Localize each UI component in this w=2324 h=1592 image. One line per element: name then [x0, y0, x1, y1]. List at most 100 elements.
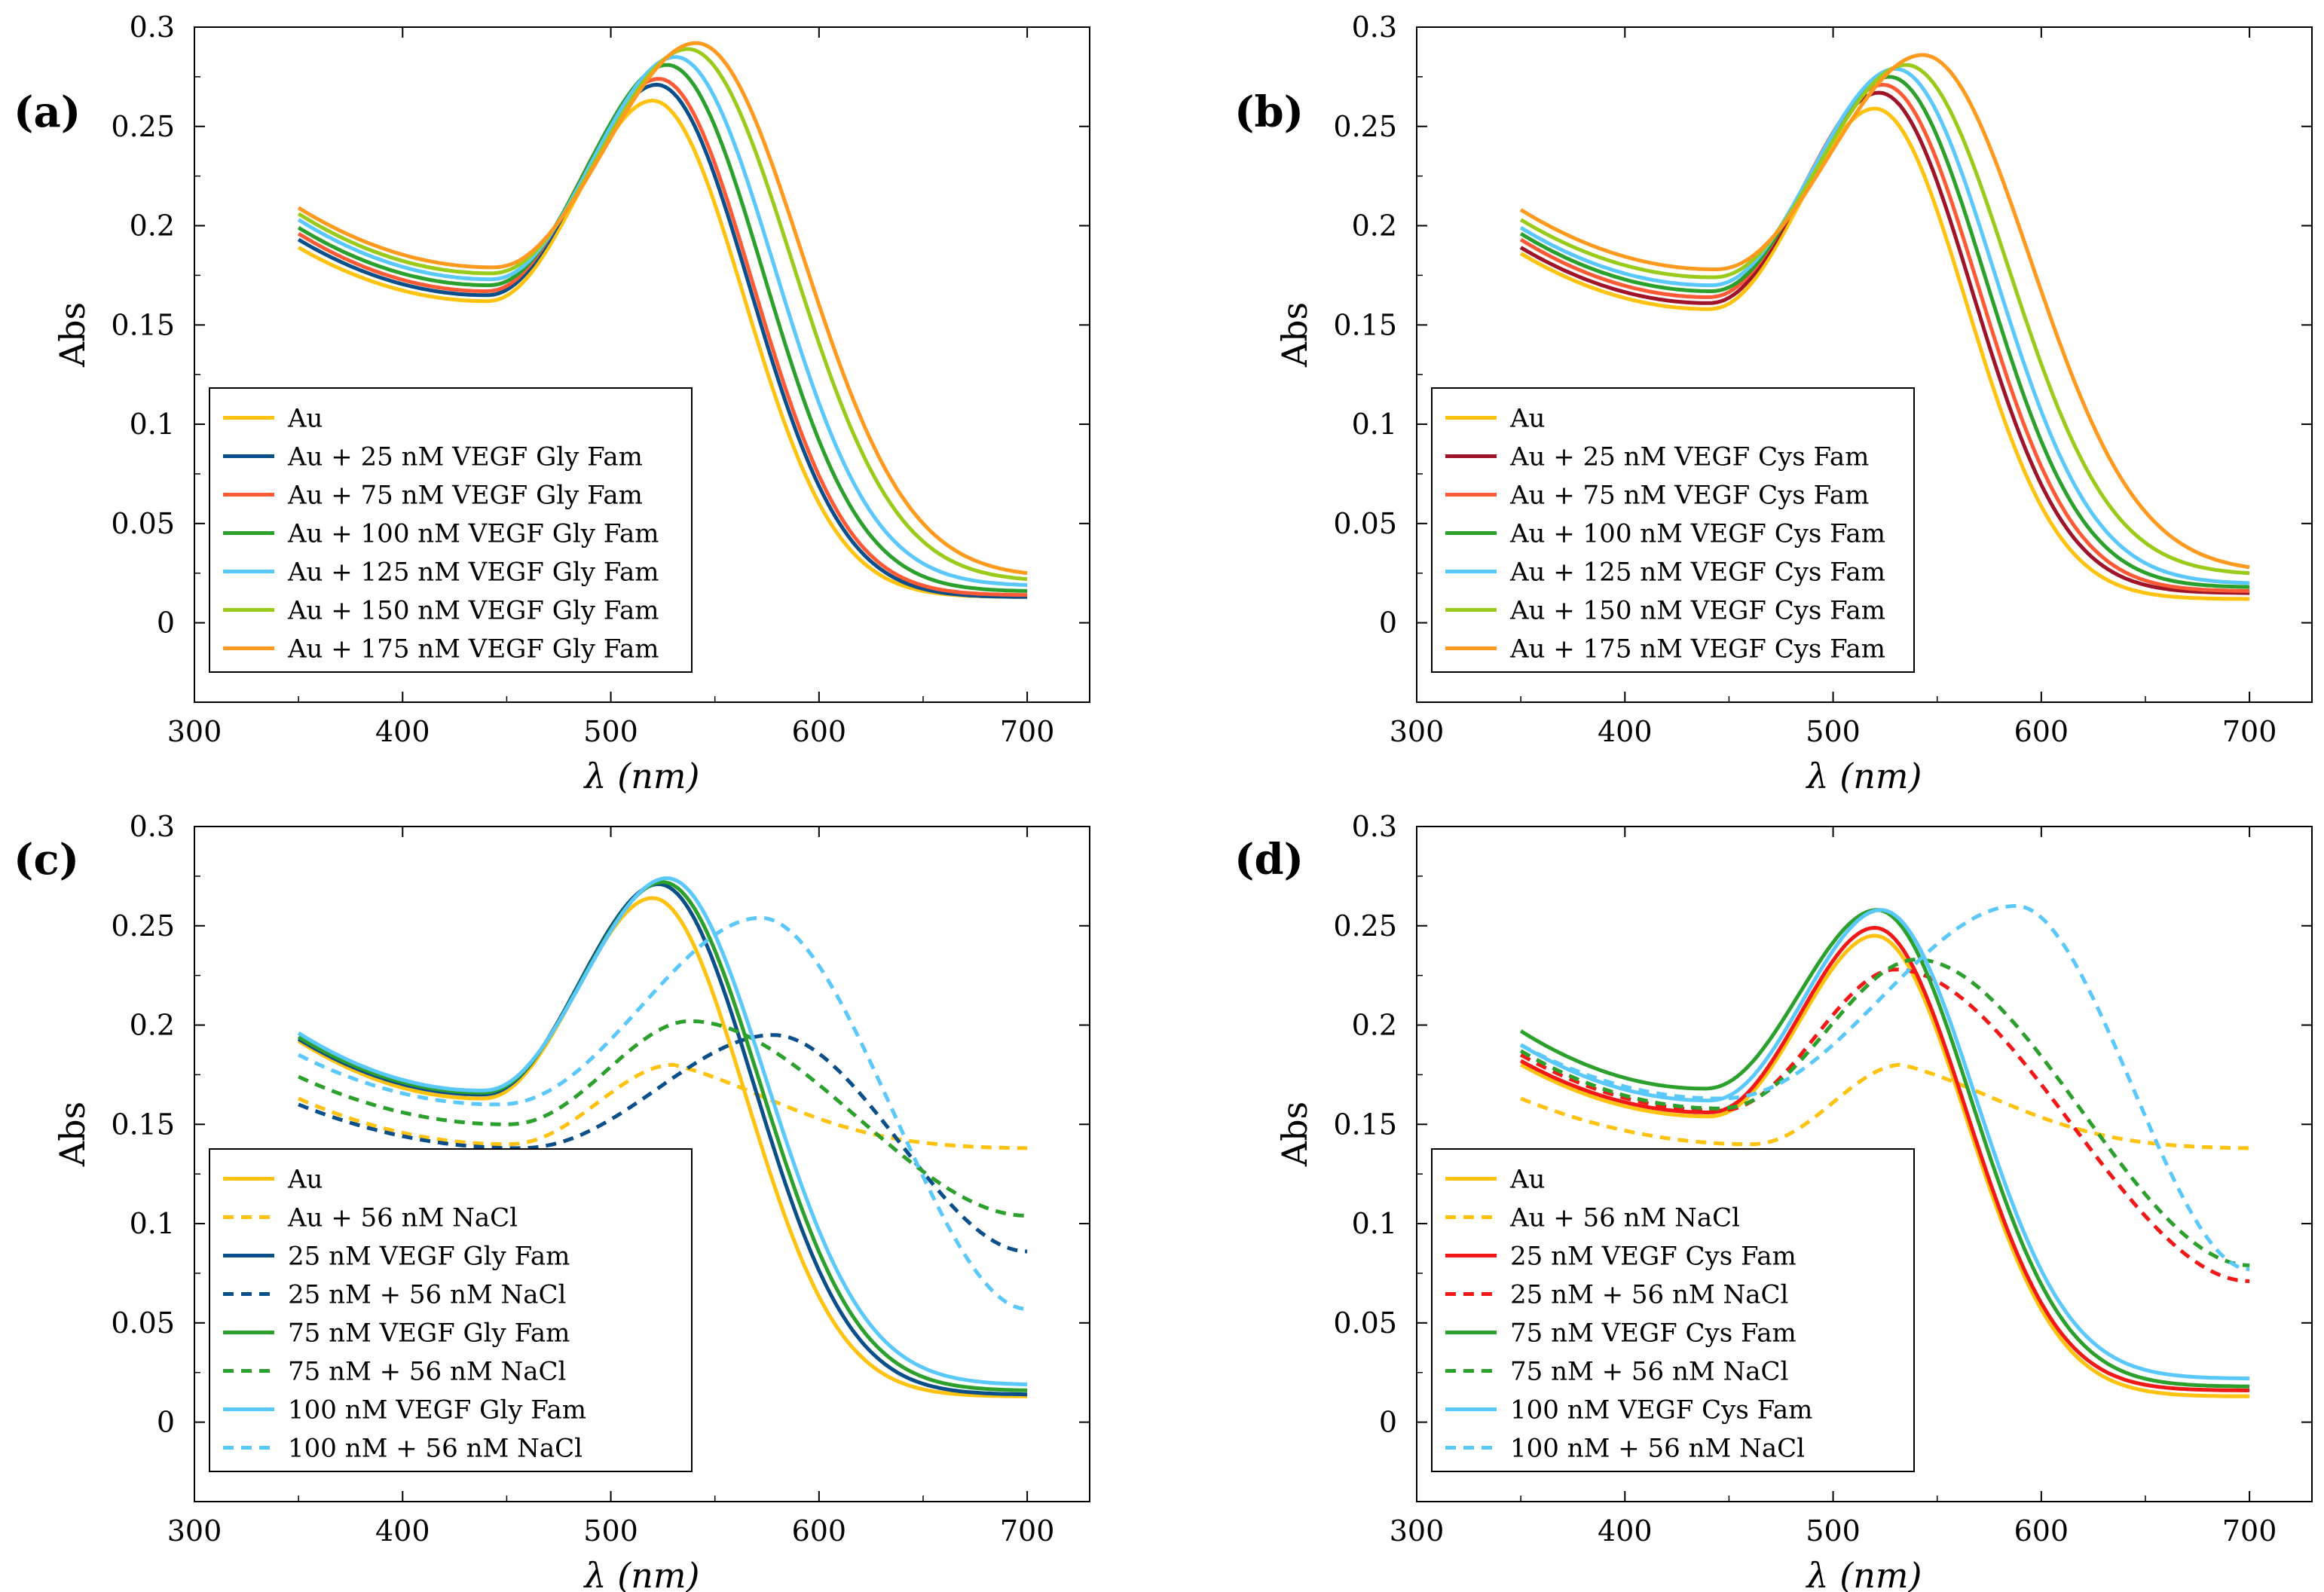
x-tick-label: 500: [1806, 715, 1861, 748]
y-tick-label: 0.2: [130, 209, 175, 243]
legend-label: 75 nM + 56 nM NaCl: [1510, 1357, 1788, 1387]
y-tick-label: 0.2: [1352, 1009, 1397, 1042]
panel-label: (b): [1234, 87, 1304, 137]
y-tick-label: 0.25: [1333, 909, 1397, 943]
legend-label: 100 nM VEGF Gly Fam: [288, 1395, 586, 1425]
legend-box: [1431, 387, 1915, 673]
x-tick-label: 300: [167, 715, 222, 748]
series-line-5: [1519, 63, 2250, 576]
x-tick-label: 500: [1806, 1514, 1861, 1548]
y-tick-label: 0.25: [1333, 110, 1397, 143]
series-line-7: [298, 915, 1028, 1311]
x-tick-label: 300: [167, 1514, 222, 1548]
series-line-7: [1519, 903, 2250, 1272]
panel-a: 300 400 500 600 700 0 0.05 0.1 0.15 0.2 0.25 0.3 λ (…: [14, 11, 1090, 796]
x-tick-label: 500: [583, 1514, 638, 1548]
legend-label: Au: [1509, 404, 1545, 434]
legend-label: 100 nM + 56 nM NaCl: [288, 1434, 583, 1464]
legend-box: [209, 1148, 693, 1472]
panel-c: 300 400 500 600 700 0 0.05 0.1 0.15 0.2 0.25 0.3 λ (…: [14, 810, 1090, 1592]
x-tick-label: 700: [1000, 1514, 1055, 1548]
y-tick-label: 0.05: [1333, 1306, 1397, 1340]
y-tick-label: 0.1: [130, 408, 175, 441]
x-tick-label: 400: [1598, 1514, 1653, 1548]
series-line-2: [297, 77, 1028, 597]
series-line-1: [298, 1062, 1028, 1150]
y-axis-title: Abs: [1274, 302, 1315, 368]
y-tick-label: 0.15: [111, 308, 175, 341]
legend-label: Au + 100 nM VEGF Gly Fam: [287, 519, 659, 549]
legend-label: Au + 150 nM VEGF Gly Fam: [287, 596, 659, 626]
series-line-2: [1519, 925, 2250, 1392]
plot-frame: [1416, 26, 2313, 703]
legend-label: 100 nM VEGF Cys Fam: [1510, 1395, 1812, 1425]
legend-label: Au: [287, 404, 323, 434]
series-line-0: [1519, 106, 2250, 601]
x-tick-label: 400: [375, 715, 430, 748]
series-line-2: [1519, 82, 2250, 593]
legend-label: Au: [287, 1165, 323, 1195]
y-tick-label: 0.05: [1333, 507, 1397, 540]
y-tick-label: 0.3: [1352, 810, 1397, 843]
y-tick-label: 0.3: [130, 810, 175, 843]
series-line-5: [298, 1019, 1028, 1218]
legend-label: Au + 125 nM VEGF Gly Fam: [287, 558, 659, 588]
y-tick-label: 0: [157, 1406, 175, 1439]
x-axis-title: λ (nm): [1806, 756, 1922, 796]
y-tick-label: 0.25: [111, 909, 175, 943]
y-axis-title: Abs: [1274, 1102, 1315, 1167]
legend-label: Au + 25 nM VEGF Gly Fam: [287, 442, 643, 472]
legend-label: 100 nM + 56 nM NaCl: [1510, 1434, 1805, 1464]
x-tick-label: 600: [792, 1514, 847, 1548]
series-line-6: [297, 876, 1028, 1386]
x-tick-label: 700: [2222, 1514, 2277, 1548]
panel-d: 300 400 500 600 700 0 0.05 0.1 0.15 0.2 0.25 0.3 λ (…: [1234, 810, 2313, 1592]
y-tick-label: 0.15: [1333, 308, 1397, 341]
x-tick-label: 600: [2014, 715, 2069, 748]
x-tick-label: 300: [1390, 1514, 1445, 1548]
legend-label: Au + 75 nM VEGF Gly Fam: [287, 481, 643, 511]
legend-box: [209, 387, 693, 673]
legend-box: [1431, 1148, 1915, 1472]
x-axis-title: λ (nm): [583, 1555, 700, 1592]
y-axis-title: Abs: [52, 1102, 93, 1167]
legend-label: Au + 175 nM VEGF Cys Fam: [1509, 634, 1885, 665]
series-line-3: [1519, 967, 2250, 1283]
x-tick-label: 300: [1390, 715, 1445, 748]
legend-label: 25 nM + 56 nM NaCl: [288, 1280, 566, 1310]
series-line-1: [297, 82, 1028, 599]
series-line-4: [297, 880, 1028, 1392]
series-line-3: [297, 63, 1028, 593]
y-tick-label: 0.3: [1352, 11, 1397, 44]
y-tick-label: 0.1: [1352, 1207, 1397, 1240]
legend-label: 75 nM VEGF Cys Fam: [1510, 1319, 1797, 1349]
x-tick-label: 400: [1598, 715, 1653, 748]
y-tick-label: 0.05: [111, 507, 175, 540]
panel-label: (c): [14, 835, 79, 885]
series-line-1: [1520, 1062, 2250, 1150]
x-tick-label: 700: [1000, 715, 1055, 748]
legend-label: 25 nM VEGF Gly Fam: [288, 1242, 570, 1272]
panel-b: 300 400 500 600 700 0 0.05 0.1 0.15 0.2 0.25 0.3 λ (…: [1234, 11, 2313, 796]
y-tick-label: 0.1: [1352, 408, 1397, 441]
y-tick-label: 0: [1379, 607, 1397, 640]
x-tick-label: 500: [583, 715, 638, 748]
y-tick-label: 0.15: [1333, 1108, 1397, 1141]
series-line-6: [1519, 908, 2250, 1381]
y-tick-label: 0: [157, 607, 175, 640]
y-tick-label: 0.05: [111, 1306, 175, 1340]
series-line-0: [297, 99, 1028, 599]
x-axis-title: λ (nm): [1806, 1555, 1922, 1592]
series-line-3: [298, 1033, 1028, 1254]
legend-label: Au + 56 nM NaCl: [287, 1203, 518, 1233]
panel-label: (a): [14, 87, 81, 137]
y-axis-title: Abs: [52, 302, 93, 368]
panel-label: (d): [1234, 835, 1304, 885]
y-tick-label: 0: [1379, 1406, 1397, 1439]
series-line-6: [1519, 53, 2250, 570]
legend-label: Au + 75 nM VEGF Cys Fam: [1509, 481, 1869, 511]
x-tick-label: 600: [2014, 1514, 2069, 1548]
legend-label: 25 nM VEGF Cys Fam: [1510, 1242, 1797, 1272]
legend-label: Au + 150 nM VEGF Cys Fam: [1509, 596, 1885, 626]
